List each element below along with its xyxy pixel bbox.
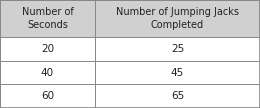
Text: Number of
Seconds: Number of Seconds xyxy=(22,7,73,30)
Text: Number of Jumping Jacks
Completed: Number of Jumping Jacks Completed xyxy=(116,7,239,30)
Text: 20: 20 xyxy=(41,44,54,54)
Bar xyxy=(0,37,95,61)
Bar xyxy=(0,0,95,37)
Text: 45: 45 xyxy=(171,68,184,78)
Bar xyxy=(95,37,260,61)
Bar xyxy=(0,61,95,84)
Bar xyxy=(95,0,260,37)
Text: 65: 65 xyxy=(171,91,184,101)
Text: 60: 60 xyxy=(41,91,54,101)
Text: 40: 40 xyxy=(41,68,54,78)
Text: 25: 25 xyxy=(171,44,184,54)
Bar xyxy=(95,84,260,108)
Bar xyxy=(95,61,260,84)
Bar xyxy=(0,84,95,108)
